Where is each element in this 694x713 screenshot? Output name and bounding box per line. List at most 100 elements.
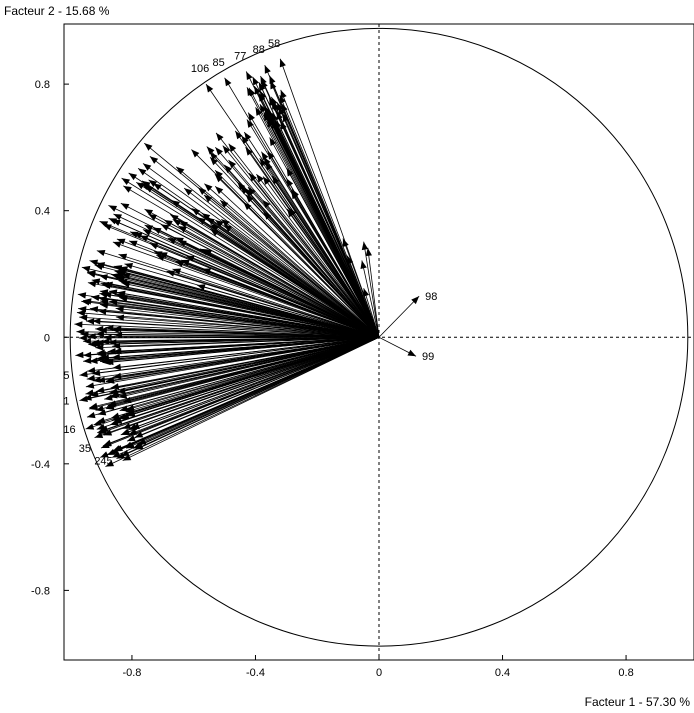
variable-vector — [100, 298, 380, 338]
variable-vector — [118, 253, 380, 338]
labeled-vector — [79, 336, 380, 403]
y-tick-label: -0.4 — [31, 459, 50, 471]
variable-vector — [247, 186, 380, 338]
variable-vector — [121, 281, 380, 338]
variable-vector — [137, 336, 380, 446]
variable-vector — [79, 314, 380, 338]
labeled-vector — [264, 64, 380, 338]
variable-vector — [172, 268, 380, 338]
labeled-vector — [378, 295, 420, 338]
variable-vector — [116, 238, 380, 338]
variable-vector — [105, 336, 380, 410]
variable-vector — [129, 231, 380, 338]
variable-vector — [160, 224, 380, 338]
variable-vector — [258, 82, 380, 338]
variable-vector — [169, 214, 380, 338]
vector-label: 58 — [268, 38, 280, 50]
labeled-vector — [85, 336, 380, 430]
y-tick-label: 0.8 — [35, 79, 50, 91]
variable-vector — [248, 172, 380, 338]
variable-vectors — [74, 58, 420, 467]
variable-vector — [106, 336, 380, 384]
labeled-vector — [79, 336, 380, 378]
y-axis-ticks: -0.8 -0.4 0 0.4 0.8 — [31, 79, 69, 597]
variable-vector — [86, 318, 380, 338]
vector-label: 301 — [51, 396, 69, 408]
variable-vector — [256, 173, 380, 338]
variable-vector — [107, 336, 380, 355]
variable-vector — [223, 224, 380, 338]
labeled-vector — [100, 336, 380, 449]
variable-vector — [286, 167, 380, 338]
variable-vector — [100, 336, 380, 361]
variable-vector — [86, 336, 380, 419]
variable-vector — [114, 269, 380, 338]
variable-vector — [144, 142, 380, 338]
labeled-vector — [378, 336, 417, 357]
variable-vector — [149, 156, 380, 338]
y-axis-title: Facteur 2 - 15.68 % — [4, 4, 110, 18]
variable-vector — [105, 336, 380, 366]
x-axis-ticks: -0.8 -0.4 0 0.4 0.8 — [122, 655, 634, 679]
variable-vector — [108, 217, 380, 338]
variable-vector — [113, 265, 380, 338]
vector-label: 245 — [94, 456, 112, 468]
x-tick-label: -0.4 — [246, 667, 265, 679]
labeled-vector — [205, 83, 380, 338]
variable-vector — [222, 145, 380, 338]
variable-vector — [265, 161, 380, 338]
variable-vector — [117, 290, 380, 338]
variable-vector — [144, 208, 380, 338]
variable-vector — [268, 97, 380, 338]
variable-vector — [206, 217, 380, 338]
variable-vector — [286, 208, 380, 338]
variable-vector — [110, 336, 380, 455]
variable-vector — [245, 194, 380, 338]
variable-vector — [214, 186, 380, 338]
variable-vector — [110, 336, 380, 390]
variable-vector — [89, 306, 380, 338]
y-tick-label: -0.8 — [31, 585, 50, 597]
variable-vector — [87, 336, 380, 374]
variable-vector — [221, 218, 380, 338]
variable-vector — [148, 213, 380, 338]
labeled-vector — [224, 77, 380, 338]
variable-vector — [87, 333, 380, 340]
variable-vector — [365, 247, 380, 338]
variable-vector — [119, 336, 380, 412]
vector-label: 106 — [191, 63, 209, 75]
labeled-vector — [279, 58, 380, 338]
x-axis-title: Facteur 1 - 57.30 % — [584, 695, 690, 709]
x-tick-label: 0.8 — [618, 667, 633, 679]
vector-label: 77 — [234, 50, 246, 62]
variable-vector — [111, 273, 380, 338]
variable-vector — [361, 241, 380, 338]
vector-label: 88 — [253, 44, 265, 56]
variable-vector — [116, 336, 380, 460]
variable-vector — [183, 187, 380, 338]
vector-label: 85 — [212, 57, 224, 69]
vector-label: 35 — [79, 443, 91, 455]
y-tick-label: 0 — [44, 332, 50, 344]
x-tick-label: 0 — [376, 667, 382, 679]
variable-vector — [104, 281, 380, 338]
variable-vector — [152, 227, 380, 338]
labeled-vector — [122, 336, 380, 462]
x-tick-label: 0.4 — [495, 667, 510, 679]
vector-label: 275 — [51, 370, 69, 382]
vector-label: 99 — [422, 351, 434, 363]
variable-vector — [204, 183, 380, 338]
variable-vector — [121, 177, 380, 338]
variable-vector — [92, 336, 380, 348]
variable-vector — [103, 224, 380, 338]
x-tick-label: -0.8 — [122, 667, 141, 679]
variable-vector — [121, 336, 380, 436]
variable-vector — [92, 336, 380, 383]
labeled-vector — [245, 71, 380, 338]
variable-vector — [113, 336, 380, 424]
variable-vector — [262, 199, 380, 338]
variable-vector — [87, 271, 380, 338]
variable-vector — [278, 106, 380, 338]
